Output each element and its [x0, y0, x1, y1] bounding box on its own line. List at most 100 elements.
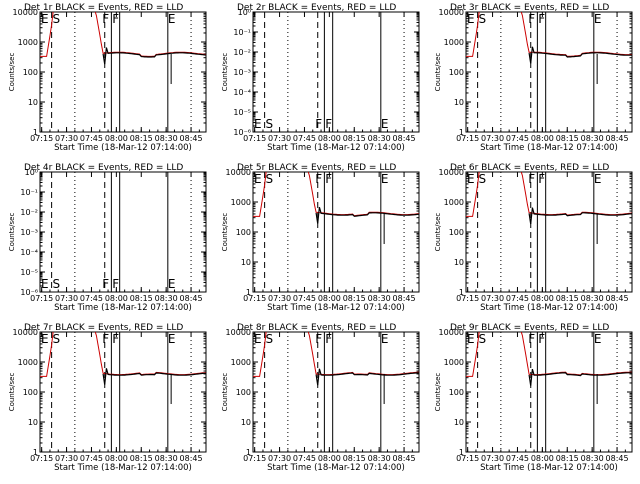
x-tick-label: 08:00	[531, 294, 554, 303]
events-series-line	[315, 207, 419, 224]
x-tick-label: 07:15	[456, 134, 479, 143]
panel-title: Det 9r BLACK = Events, RED = LLD	[450, 323, 609, 333]
y-tick-label: 100	[23, 388, 38, 397]
x-tick-label: 07:45	[506, 454, 529, 463]
plot-frame	[39, 11, 207, 133]
x-tick-label: 08:15	[130, 134, 153, 143]
panel-title: Det 5r BLACK = Events, RED = LLD	[237, 163, 396, 173]
marker-letter-e: E	[168, 332, 176, 346]
x-tick-label: 08:45	[606, 294, 629, 303]
y-tick-label: 1000	[231, 358, 251, 367]
x-tick-label: 08:30	[581, 134, 604, 143]
panel-title: Det 2r BLACK = Events, RED = LLD	[237, 3, 396, 13]
x-tick-label: 08:00	[318, 134, 341, 143]
x-tick-label: 07:15	[30, 134, 53, 143]
y-axis-title: Counts/sec	[221, 213, 229, 252]
y-tick-label: 10000	[439, 168, 464, 177]
x-tick-label: 07:45	[293, 454, 316, 463]
x-tick-label: 07:30	[55, 134, 78, 143]
y-tick-label: 10⁻²	[233, 48, 251, 57]
x-tick-label: 07:30	[55, 294, 78, 303]
y-tick-label: 1	[459, 288, 464, 297]
y-tick-label: 10⁻⁴	[20, 248, 38, 257]
x-tick-label: 08:15	[556, 134, 579, 143]
y-tick-label: 10000	[439, 328, 464, 337]
y-axis-title: Counts/sec	[8, 213, 16, 252]
x-tick-label: 07:45	[506, 134, 529, 143]
x-tick-label: 07:30	[268, 454, 291, 463]
y-tick-label: 1000	[231, 198, 251, 207]
x-tick-label: 07:30	[481, 454, 504, 463]
marker-letter-f: F	[538, 12, 545, 26]
y-tick-label: 1	[459, 448, 464, 457]
x-tick-label: 08:45	[180, 294, 203, 303]
y-axis-title: Counts/sec	[8, 373, 16, 412]
y-tick-label: 10000	[439, 8, 464, 17]
x-tick-label: 08:45	[606, 454, 629, 463]
y-tick-label: 1	[246, 288, 251, 297]
marker-letter-s: S	[478, 12, 486, 26]
x-tick-label: 08:15	[556, 454, 579, 463]
y-axis-title: Counts/sec	[434, 53, 442, 92]
lld-series-line	[253, 332, 419, 377]
x-tick-label: 08:00	[105, 134, 128, 143]
lld-series-line	[466, 172, 632, 217]
x-tick-label: 07:15	[456, 294, 479, 303]
y-tick-label: 1000	[444, 358, 464, 367]
y-tick-label: 10⁻³	[20, 228, 38, 237]
marker-letter-e: E	[381, 332, 389, 346]
marker-letter-f: F	[528, 332, 535, 346]
marker-letter-e: E	[254, 172, 262, 186]
detector-panel-9: Det 9r BLACK = Events, RED = LLD 1 10 100 10…	[434, 323, 633, 473]
y-tick-label: 1	[33, 128, 38, 137]
x-tick-label: 08:45	[393, 454, 416, 463]
marker-letter-f: F	[325, 332, 332, 346]
marker-letter-s: S	[265, 332, 273, 346]
y-tick-label: 10	[28, 418, 38, 427]
y-tick-label: 10⁻⁵	[233, 108, 251, 117]
y-tick-label: 10	[454, 418, 464, 427]
y-tick-label: 100	[449, 68, 464, 77]
marker-letter-e: E	[41, 332, 49, 346]
marker-letter-s: S	[52, 332, 60, 346]
y-tick-label: 1	[246, 448, 251, 457]
x-tick-label: 08:30	[368, 454, 391, 463]
marker-letter-f: F	[325, 117, 332, 131]
x-tick-label: 08:00	[105, 294, 128, 303]
marker-letter-f: F	[112, 12, 119, 26]
panel-title: Det 4r BLACK = Events, RED = LLD	[24, 163, 183, 173]
marker-letter-f: F	[538, 172, 545, 186]
x-tick-label: 08:15	[130, 294, 153, 303]
y-axis-title: Counts/sec	[8, 53, 16, 92]
y-tick-label: 10⁰	[238, 8, 251, 17]
events-series-line	[315, 368, 419, 386]
y-tick-label: 10	[241, 258, 251, 267]
y-tick-label: 10	[28, 98, 38, 107]
x-tick-label: 08:45	[180, 454, 203, 463]
y-axis-title: Counts/sec	[434, 373, 442, 412]
y-tick-label: 100	[236, 228, 251, 237]
x-tick-label: 07:30	[55, 454, 78, 463]
detector-panel-3: Det 3r BLACK = Events, RED = LLD 1 10 100 10…	[434, 3, 633, 153]
detector-panel-4: Det 4r BLACK = Events, RED = LLD 10⁻⁶ 10⁻⁵…	[8, 163, 207, 313]
x-tick-label: 08:30	[155, 134, 178, 143]
events-series-line	[102, 368, 206, 385]
marker-letter-f: F	[528, 12, 535, 26]
panel-title: Det 1r BLACK = Events, RED = LLD	[24, 3, 183, 13]
panel-title: Det 7r BLACK = Events, RED = LLD	[24, 323, 183, 333]
y-tick-label: 10⁻³	[233, 68, 251, 77]
marker-letter-f: F	[102, 332, 109, 346]
y-tick-label: 100	[449, 388, 464, 397]
panel-title: Det 8r BLACK = Events, RED = LLD	[237, 323, 396, 333]
marker-letter-f: F	[102, 12, 109, 26]
marker-letter-s: S	[478, 172, 486, 186]
y-axis-title: Counts/sec	[434, 213, 442, 252]
marker-letter-e: E	[168, 12, 176, 26]
events-series-line	[528, 207, 632, 225]
x-tick-label: 08:00	[318, 294, 341, 303]
y-tick-label: 10	[241, 418, 251, 427]
y-tick-label: 1	[459, 128, 464, 137]
y-tick-label: 100	[23, 68, 38, 77]
marker-letter-e: E	[467, 332, 475, 346]
